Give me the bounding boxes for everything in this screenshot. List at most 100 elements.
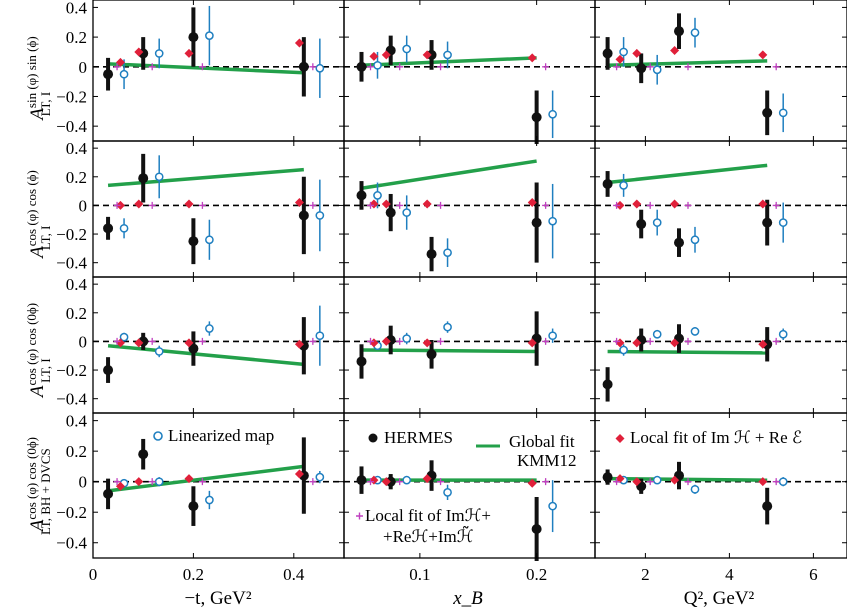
- linearized-point: [154, 49, 164, 58]
- local-fit-re-point: [184, 48, 194, 58]
- local-fit-tilde-point: [646, 337, 654, 345]
- linearized-point: [402, 334, 412, 343]
- panel-frame: [594, 412, 847, 559]
- local-fit-re-point: [758, 199, 768, 209]
- local-fit-tilde-point: [646, 63, 654, 71]
- local-fit-re-point: [294, 339, 304, 349]
- panel-3-2: [344, 311, 595, 379]
- y-tick-label: 0.4: [66, 275, 88, 294]
- local-fit-re-point: [134, 47, 144, 57]
- linearized-point: [619, 47, 628, 57]
- legend-linearized-label: Linearized map: [168, 426, 274, 445]
- local-fit-tilde-point: [198, 337, 206, 345]
- linearized-point: [315, 211, 325, 220]
- hermes-point: [602, 178, 613, 189]
- linearized-point: [402, 44, 412, 54]
- local-fit-tilde-point: [309, 478, 317, 486]
- global-fit-line: [107, 62, 304, 75]
- y-tick-label: −0.2: [56, 87, 87, 106]
- local-fit-tilde-point: [684, 201, 692, 209]
- local-fit-tilde-point: [542, 337, 550, 345]
- hermes-point: [636, 219, 647, 230]
- panel-frame: [92, 140, 345, 278]
- axis-ticks: 0.40.20−0.2−0.40.40.20−0.2−0.40.40.20−0.…: [56, 0, 847, 584]
- local-fit-re-point: [134, 477, 144, 487]
- local-fit-tilde-point: [396, 337, 404, 345]
- linearized-point: [119, 69, 129, 79]
- global-fit-line: [607, 349, 768, 355]
- local-fit-tilde-point: [542, 63, 550, 71]
- panel-frame: [594, 276, 847, 414]
- linearized-point: [548, 501, 557, 511]
- local-fit-re-point: [758, 339, 768, 349]
- linearized-point: [315, 472, 325, 482]
- local-fit-tilde-point: [148, 478, 156, 486]
- local-fit-tilde-point: [148, 337, 156, 345]
- local-fit-re-point: [632, 48, 642, 58]
- hermes-point: [356, 190, 367, 201]
- local-fit-tilde-point: [542, 201, 550, 209]
- local-fit-tilde-point: [437, 478, 445, 486]
- linearized-point: [373, 191, 382, 200]
- y-tick-label: 0: [79, 332, 88, 351]
- local-fit-tilde-point: [542, 478, 550, 486]
- local-fit-re-point: [632, 338, 642, 348]
- linearized-point: [315, 63, 325, 73]
- local-fit-re-point: [115, 338, 125, 348]
- local-fit-tilde-point: [367, 478, 375, 486]
- local-fit-tilde-point: [198, 201, 206, 209]
- linearized-point: [205, 324, 214, 333]
- linearized-point: [443, 322, 452, 332]
- hermes-point: [298, 210, 309, 221]
- panel-1-1: [93, 5, 344, 98]
- hermes-point: [531, 524, 542, 534]
- x-tick-label: 0.4: [283, 565, 305, 584]
- linearized-point: [205, 495, 214, 505]
- legend-global-fit-label-2: KMM12: [517, 451, 577, 470]
- x-tick-label: 2: [641, 565, 650, 584]
- linearized-point: [548, 216, 557, 226]
- panel-3-1: [93, 305, 344, 383]
- linearized-point: [652, 218, 662, 227]
- row-4-ylabel: Acos (φ) cos (0ϕ)LT, BH + DVCS: [24, 437, 53, 535]
- linearized-point: [778, 477, 788, 487]
- legend-local-re-marker: [615, 434, 625, 443]
- linearized-point: [690, 327, 700, 336]
- linearized-point: [402, 475, 412, 485]
- row-1-ylabel: Asin (φ) sin (ϕ)LT, I: [24, 36, 53, 121]
- hermes-point: [762, 501, 773, 512]
- hermes-point: [762, 107, 773, 118]
- local-fit-tilde-point: [367, 63, 375, 71]
- panel-4-1: [93, 437, 344, 526]
- local-fit-re-point: [632, 199, 642, 209]
- local-fit-tilde-point: [367, 201, 375, 209]
- legend: Linearized map HERMES Global fit KMM12 L…: [153, 426, 802, 546]
- panel-frame: [594, 140, 847, 278]
- col-3-xlabel: Q², GeV²: [684, 588, 755, 609]
- linearized-point: [778, 218, 788, 227]
- global-fit-line: [361, 159, 537, 190]
- panel-3-3: [595, 324, 847, 402]
- x-tick-label: 0: [89, 565, 98, 584]
- linearized-point: [315, 331, 325, 341]
- local-fit-re-point: [670, 338, 680, 348]
- panel-1-3: [595, 13, 847, 136]
- panel-frame: [343, 140, 596, 278]
- local-fit-re-point: [381, 199, 391, 209]
- global-fit-line: [361, 348, 537, 354]
- y-tick-label: −0.4: [56, 117, 87, 136]
- linearized-point: [154, 477, 164, 487]
- hermes-point: [138, 449, 149, 460]
- panel-frame: [343, 0, 596, 142]
- local-fit-re-point: [527, 338, 537, 348]
- panel-2-2: [344, 159, 595, 272]
- y-tick-label: −0.2: [56, 225, 87, 244]
- legend-local-tilde-marker: [356, 512, 363, 520]
- local-fit-re-point: [422, 338, 432, 348]
- local-fit-tilde-point: [396, 478, 404, 486]
- hermes-point: [636, 63, 647, 74]
- local-fit-tilde-point: [684, 337, 692, 345]
- legend-global-fit-label: Global fit: [509, 432, 575, 451]
- local-fit-re-point: [294, 38, 304, 48]
